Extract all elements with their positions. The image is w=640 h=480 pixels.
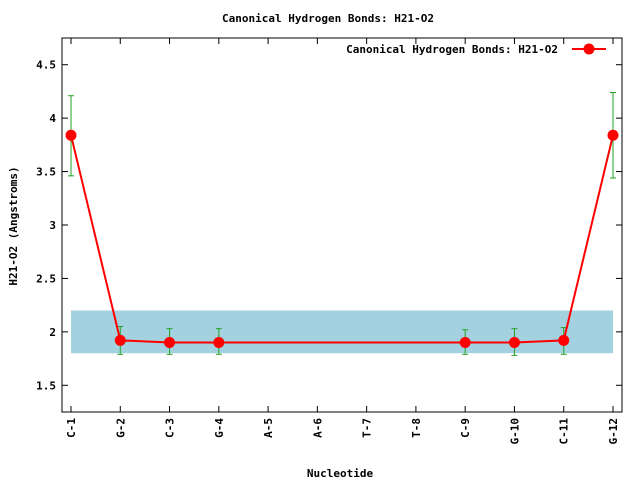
legend-label: Canonical Hydrogen Bonds: H21-O2 — [346, 43, 558, 56]
x-tick-label: G-2 — [114, 418, 127, 438]
x-tick-label: T-7 — [361, 418, 374, 438]
x-axis-label: Nucleotide — [307, 467, 374, 480]
data-point — [213, 337, 225, 349]
y-tick-label: 4.5 — [36, 59, 56, 72]
data-point — [164, 337, 176, 349]
data-point — [65, 129, 77, 141]
series-line — [70, 134, 614, 344]
data-point — [558, 334, 570, 346]
y-axis-label: H21-O2 (Angstroms) — [7, 166, 20, 285]
x-tick-label: G-4 — [213, 418, 226, 438]
legend: Canonical Hydrogen Bonds: H21-O2 — [346, 43, 606, 56]
y-tick-label: 2 — [49, 326, 56, 339]
data-point — [114, 334, 126, 346]
y-tick-label: 2.5 — [36, 272, 56, 285]
data-point — [508, 337, 520, 349]
x-tick-label: C-1 — [65, 418, 78, 438]
reference-band-layer — [71, 310, 613, 354]
x-tick-label: G-12 — [607, 418, 620, 445]
data-point — [459, 337, 471, 349]
x-tick-label: C-3 — [164, 418, 177, 438]
plot-frame — [61, 37, 623, 413]
x-tick-label: C-9 — [459, 418, 472, 438]
y-tick-label: 1.5 — [36, 379, 56, 392]
axes: 1.5 2 2.5 3 3.5 4 4.5 C-1 G-2 C-3 G-4 A-5 A-6 T-7 T-8 C… — [36, 37, 623, 445]
chart-title: Canonical Hydrogen Bonds: H21-O2 — [222, 12, 434, 25]
y-tick-label: 3.5 — [36, 166, 56, 179]
data-layer — [65, 91, 619, 356]
x-tick-label: G-10 — [508, 418, 521, 445]
x-tick-label: C-11 — [558, 418, 571, 445]
legend-marker — [583, 43, 595, 55]
x-tick-label: T-8 — [410, 418, 423, 438]
x-tick-label: A-6 — [311, 418, 324, 438]
y-tick-label: 3 — [49, 219, 56, 232]
x-tick-label: A-5 — [262, 418, 275, 438]
data-point — [607, 129, 619, 141]
y-tick-label: 4 — [49, 112, 56, 125]
reference-band — [71, 310, 613, 354]
